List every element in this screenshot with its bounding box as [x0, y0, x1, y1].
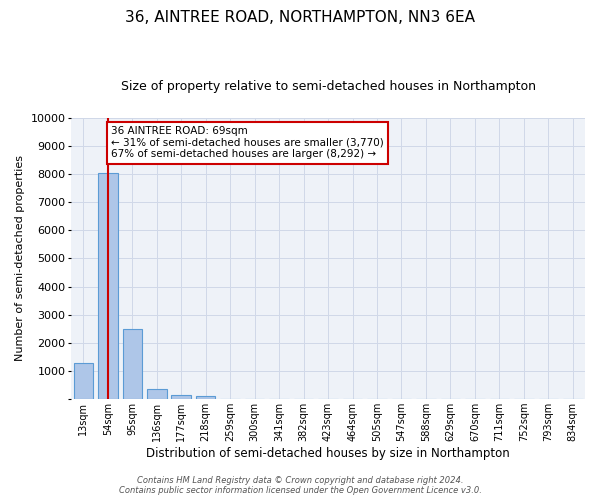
Bar	[98, 172, 118, 399]
Bar	[74, 362, 93, 399]
Bar	[172, 395, 191, 399]
Text: 36 AINTREE ROAD: 69sqm
← 31% of semi-detached houses are smaller (3,770)
67% of : 36 AINTREE ROAD: 69sqm ← 31% of semi-det…	[112, 126, 384, 160]
Text: 36, AINTREE ROAD, NORTHAMPTON, NN3 6EA: 36, AINTREE ROAD, NORTHAMPTON, NN3 6EA	[125, 10, 475, 25]
Title: Size of property relative to semi-detached houses in Northampton: Size of property relative to semi-detach…	[121, 80, 536, 93]
X-axis label: Distribution of semi-detached houses by size in Northampton: Distribution of semi-detached houses by …	[146, 447, 510, 460]
Y-axis label: Number of semi-detached properties: Number of semi-detached properties	[15, 156, 25, 362]
Bar	[196, 396, 215, 399]
Text: Contains HM Land Registry data © Crown copyright and database right 2024.
Contai: Contains HM Land Registry data © Crown c…	[119, 476, 481, 495]
Bar	[147, 389, 167, 399]
Bar	[122, 329, 142, 399]
